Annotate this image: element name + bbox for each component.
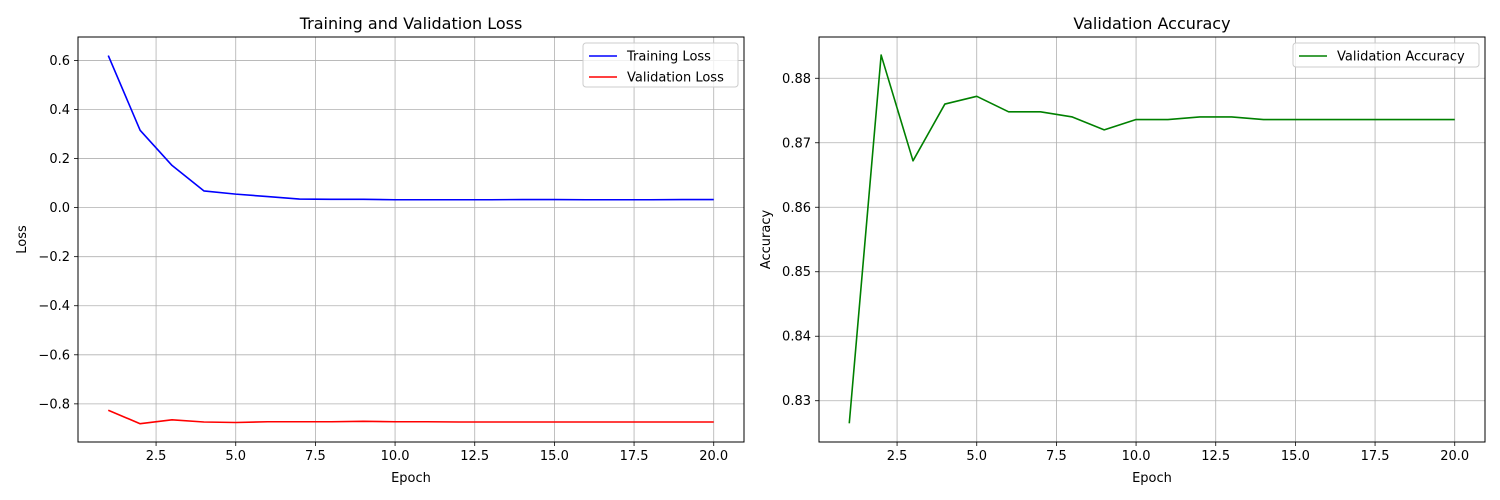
accuracy-legend: Validation Accuracy	[1292, 42, 1480, 68]
accuracy-y-tick-label: 0.88	[782, 72, 811, 87]
loss-series-validation-loss-line	[107, 409, 714, 425]
accuracy-y-tick-label: 0.87	[782, 136, 811, 151]
accuracy-x-tick-label: 2.5	[887, 449, 908, 464]
accuracy-series-validation-accuracy-line	[848, 54, 1455, 424]
accuracy-y-tick-label: 0.84	[782, 330, 811, 345]
accuracy-legend-label-validation-accuracy: Validation Accuracy	[1337, 50, 1465, 65]
accuracy-y-axis-label: Accuracy	[759, 210, 774, 270]
accuracy-chart-panel: 2.5 5.0 7.5 10.0 12.5 15.0 17.5 20.0 0.83 0.84 0.8…	[759, 14, 1486, 486]
loss-y-tick-label: 0.6	[49, 54, 70, 69]
loss-x-tick-label: 12.5	[460, 449, 489, 464]
accuracy-plot-frame	[818, 36, 1486, 443]
loss-plot-frame	[77, 36, 745, 443]
loss-legend-label-validation-loss: Validation Loss	[627, 71, 724, 86]
loss-series-training-loss-line	[107, 55, 714, 201]
accuracy-x-tick-label: 20.0	[1440, 449, 1469, 464]
accuracy-x-tick-label: 7.5	[1046, 449, 1067, 464]
accuracy-chart-title: Validation Accuracy	[1073, 14, 1230, 33]
loss-x-tick-label: 10.0	[381, 449, 410, 464]
loss-y-tick-label: −0.2	[38, 250, 70, 265]
accuracy-x-tick-label: 17.5	[1361, 449, 1390, 464]
loss-legend: Training Loss Validation Loss	[582, 42, 739, 88]
loss-legend-box	[582, 42, 739, 88]
accuracy-y-tick-label: 0.86	[782, 201, 811, 216]
accuracy-legend-box	[1292, 42, 1480, 68]
accuracy-y-tick-label: 0.85	[782, 265, 811, 280]
loss-chart-panel: 2.5 5.0 7.5 10.0 12.5 15.0 17.5 20.0 −0.8 −0.6 −0.…	[15, 14, 745, 486]
accuracy-x-tick-label: 12.5	[1201, 449, 1230, 464]
accuracy-y-tick-label: 0.83	[782, 394, 811, 409]
loss-y-axis-label: Loss	[15, 225, 30, 254]
accuracy-x-tick-label: 15.0	[1281, 449, 1310, 464]
loss-chart-title: Training and Validation Loss	[299, 14, 523, 33]
loss-x-tick-label: 5.0	[225, 449, 246, 464]
loss-y-tick-label: 0.4	[49, 103, 70, 118]
loss-x-tick-label: 20.0	[699, 449, 728, 464]
loss-x-tick-label: 15.0	[540, 449, 569, 464]
loss-y-tick-label: −0.4	[38, 299, 70, 314]
loss-legend-label-training-loss: Training Loss	[626, 50, 711, 65]
loss-y-tick-label: −0.6	[38, 348, 70, 363]
loss-x-tick-label: 7.5	[305, 449, 326, 464]
loss-x-tick-label: 2.5	[146, 449, 167, 464]
accuracy-x-axis-label: Epoch	[1132, 471, 1172, 486]
loss-y-tick-label: 0.0	[49, 201, 70, 216]
accuracy-x-tick-label: 5.0	[966, 449, 987, 464]
loss-x-axis-label: Epoch	[391, 471, 431, 486]
loss-y-tick-label: −0.8	[38, 397, 70, 412]
accuracy-x-tick-label: 10.0	[1122, 449, 1151, 464]
loss-x-tick-label: 17.5	[620, 449, 649, 464]
loss-y-tick-label: 0.2	[49, 152, 70, 167]
